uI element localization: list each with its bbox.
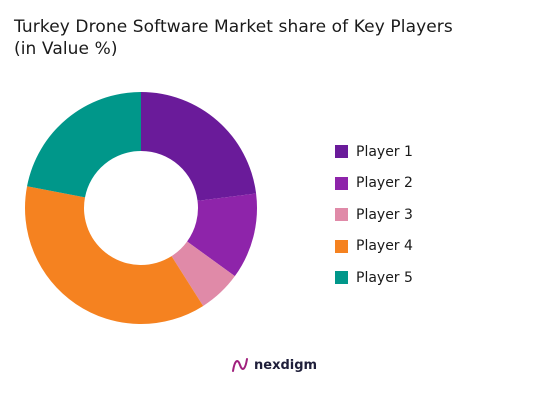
chart-title: Turkey Drone Software Market share of Ke… xyxy=(14,16,514,60)
chart-legend: Player 1 Player 2 Player 3 Player 4 Player 5 xyxy=(335,136,413,294)
chart-title-line-1: Turkey Drone Software Market share of Ke… xyxy=(14,17,453,37)
donut-slices xyxy=(24,92,257,324)
donut-slice-player-4 xyxy=(24,186,204,324)
legend-swatch xyxy=(335,145,348,159)
donut-slice-player-5 xyxy=(27,92,141,198)
legend-swatch xyxy=(335,176,348,190)
legend-item-player-5: Player 5 xyxy=(335,262,413,294)
legend-label: Player 3 xyxy=(356,206,413,223)
legend-item-player-3: Player 3 xyxy=(335,199,413,231)
legend-item-player-1: Player 1 xyxy=(335,136,413,168)
legend-swatch xyxy=(335,239,348,253)
legend-swatch xyxy=(335,208,348,222)
legend-label: Player 4 xyxy=(356,238,413,255)
legend-item-player-4: Player 4 xyxy=(335,231,413,263)
chart-title-line-2: (in Value %) xyxy=(14,39,118,59)
legend-swatch xyxy=(335,271,348,285)
donut-slice-player-2 xyxy=(187,193,257,277)
donut-slice-player-1 xyxy=(141,92,257,201)
nexdigm-logo: nexdigm xyxy=(231,357,317,373)
donut-slice-player-3 xyxy=(171,241,235,306)
legend-label: Player 1 xyxy=(356,143,413,160)
donut-chart xyxy=(24,92,257,324)
nexdigm-logo-icon xyxy=(232,358,248,372)
legend-item-player-2: Player 2 xyxy=(335,168,413,200)
legend-label: Player 2 xyxy=(356,175,413,192)
logo-text: nexdigm xyxy=(254,357,318,373)
legend-label: Player 5 xyxy=(356,269,413,286)
